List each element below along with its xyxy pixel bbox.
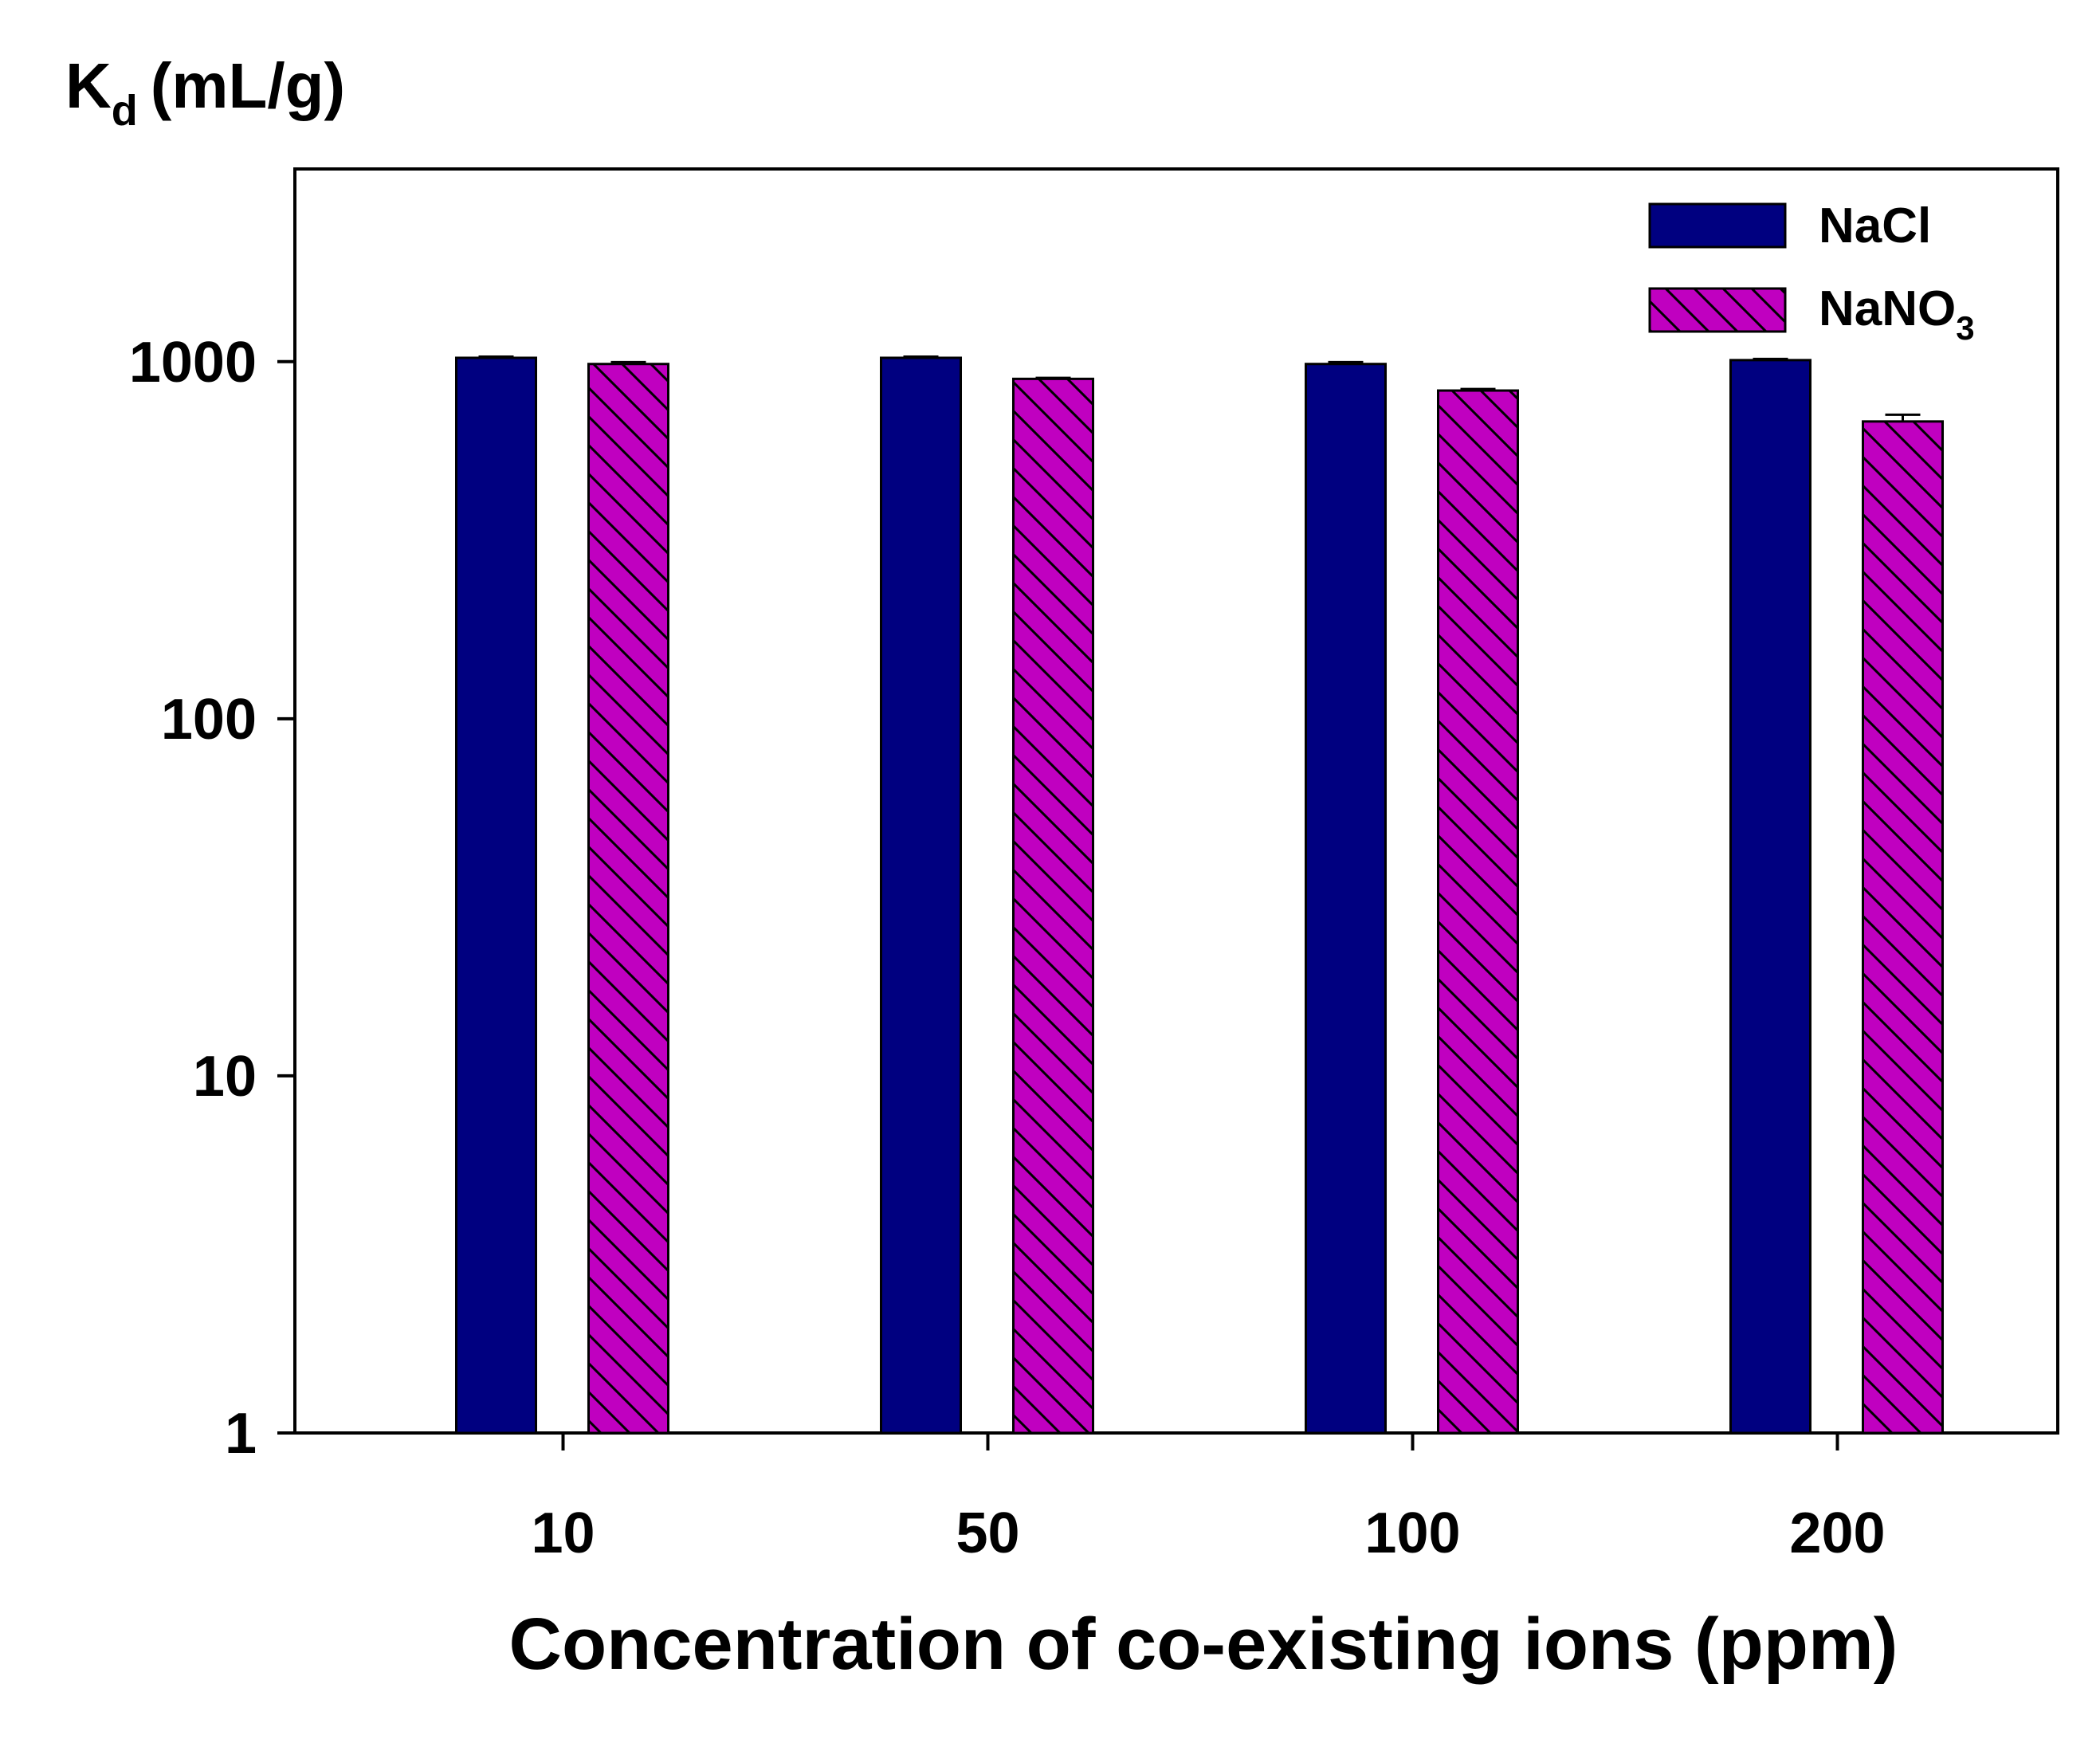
- bar-nacl-100: [1305, 363, 1387, 1435]
- y-axis-title-subscript: d: [112, 87, 138, 135]
- bar-nacl-50: [880, 356, 962, 1435]
- legend-label-nacl: NaCl: [1819, 198, 1931, 253]
- bars-group: [455, 355, 1944, 1435]
- bar-nacl-10: [455, 356, 537, 1435]
- y-axis-title-main: K: [65, 50, 112, 121]
- y-axis-title: Kd (mL/g): [65, 50, 345, 135]
- x-axis: 10 50 100 200: [531, 1433, 1886, 1565]
- legend: NaCl NaNO3: [1648, 198, 1975, 347]
- bar-nano3-10: [587, 363, 669, 1435]
- bar-nacl-200: [1729, 359, 1811, 1435]
- legend-label-nano3-subscript: 3: [1956, 309, 1974, 347]
- y-tick-label-0: 1: [225, 1402, 257, 1466]
- legend-label-nano3: NaNO3: [1819, 281, 1975, 347]
- bar-nano3-100: [1437, 389, 1519, 1435]
- y-axis-title-unit: (mL/g): [151, 50, 345, 121]
- y-tick-label-2: 100: [161, 688, 257, 752]
- legend-label-nano3-main: NaNO: [1819, 281, 1956, 336]
- bar-nano3-50: [1012, 377, 1094, 1435]
- x-tick-label-100: 100: [1364, 1502, 1460, 1565]
- x-tick-label-50: 50: [956, 1502, 1019, 1565]
- x-axis-title: Concentration of co-existing ions (ppm): [509, 1604, 1898, 1685]
- x-tick-label-10: 10: [531, 1502, 595, 1565]
- bar-nano3-200: [1862, 420, 1944, 1435]
- y-tick-label-3: 1000: [129, 331, 257, 395]
- y-axis: 1 10 100 1000: [129, 331, 295, 1466]
- legend-swatch-nano3: [1648, 287, 1787, 333]
- plot-area: [293, 167, 2059, 1435]
- x-tick-label-200: 200: [1789, 1502, 1885, 1565]
- legend-swatch-nacl: [1648, 202, 1787, 249]
- y-tick-label-1: 10: [193, 1045, 257, 1109]
